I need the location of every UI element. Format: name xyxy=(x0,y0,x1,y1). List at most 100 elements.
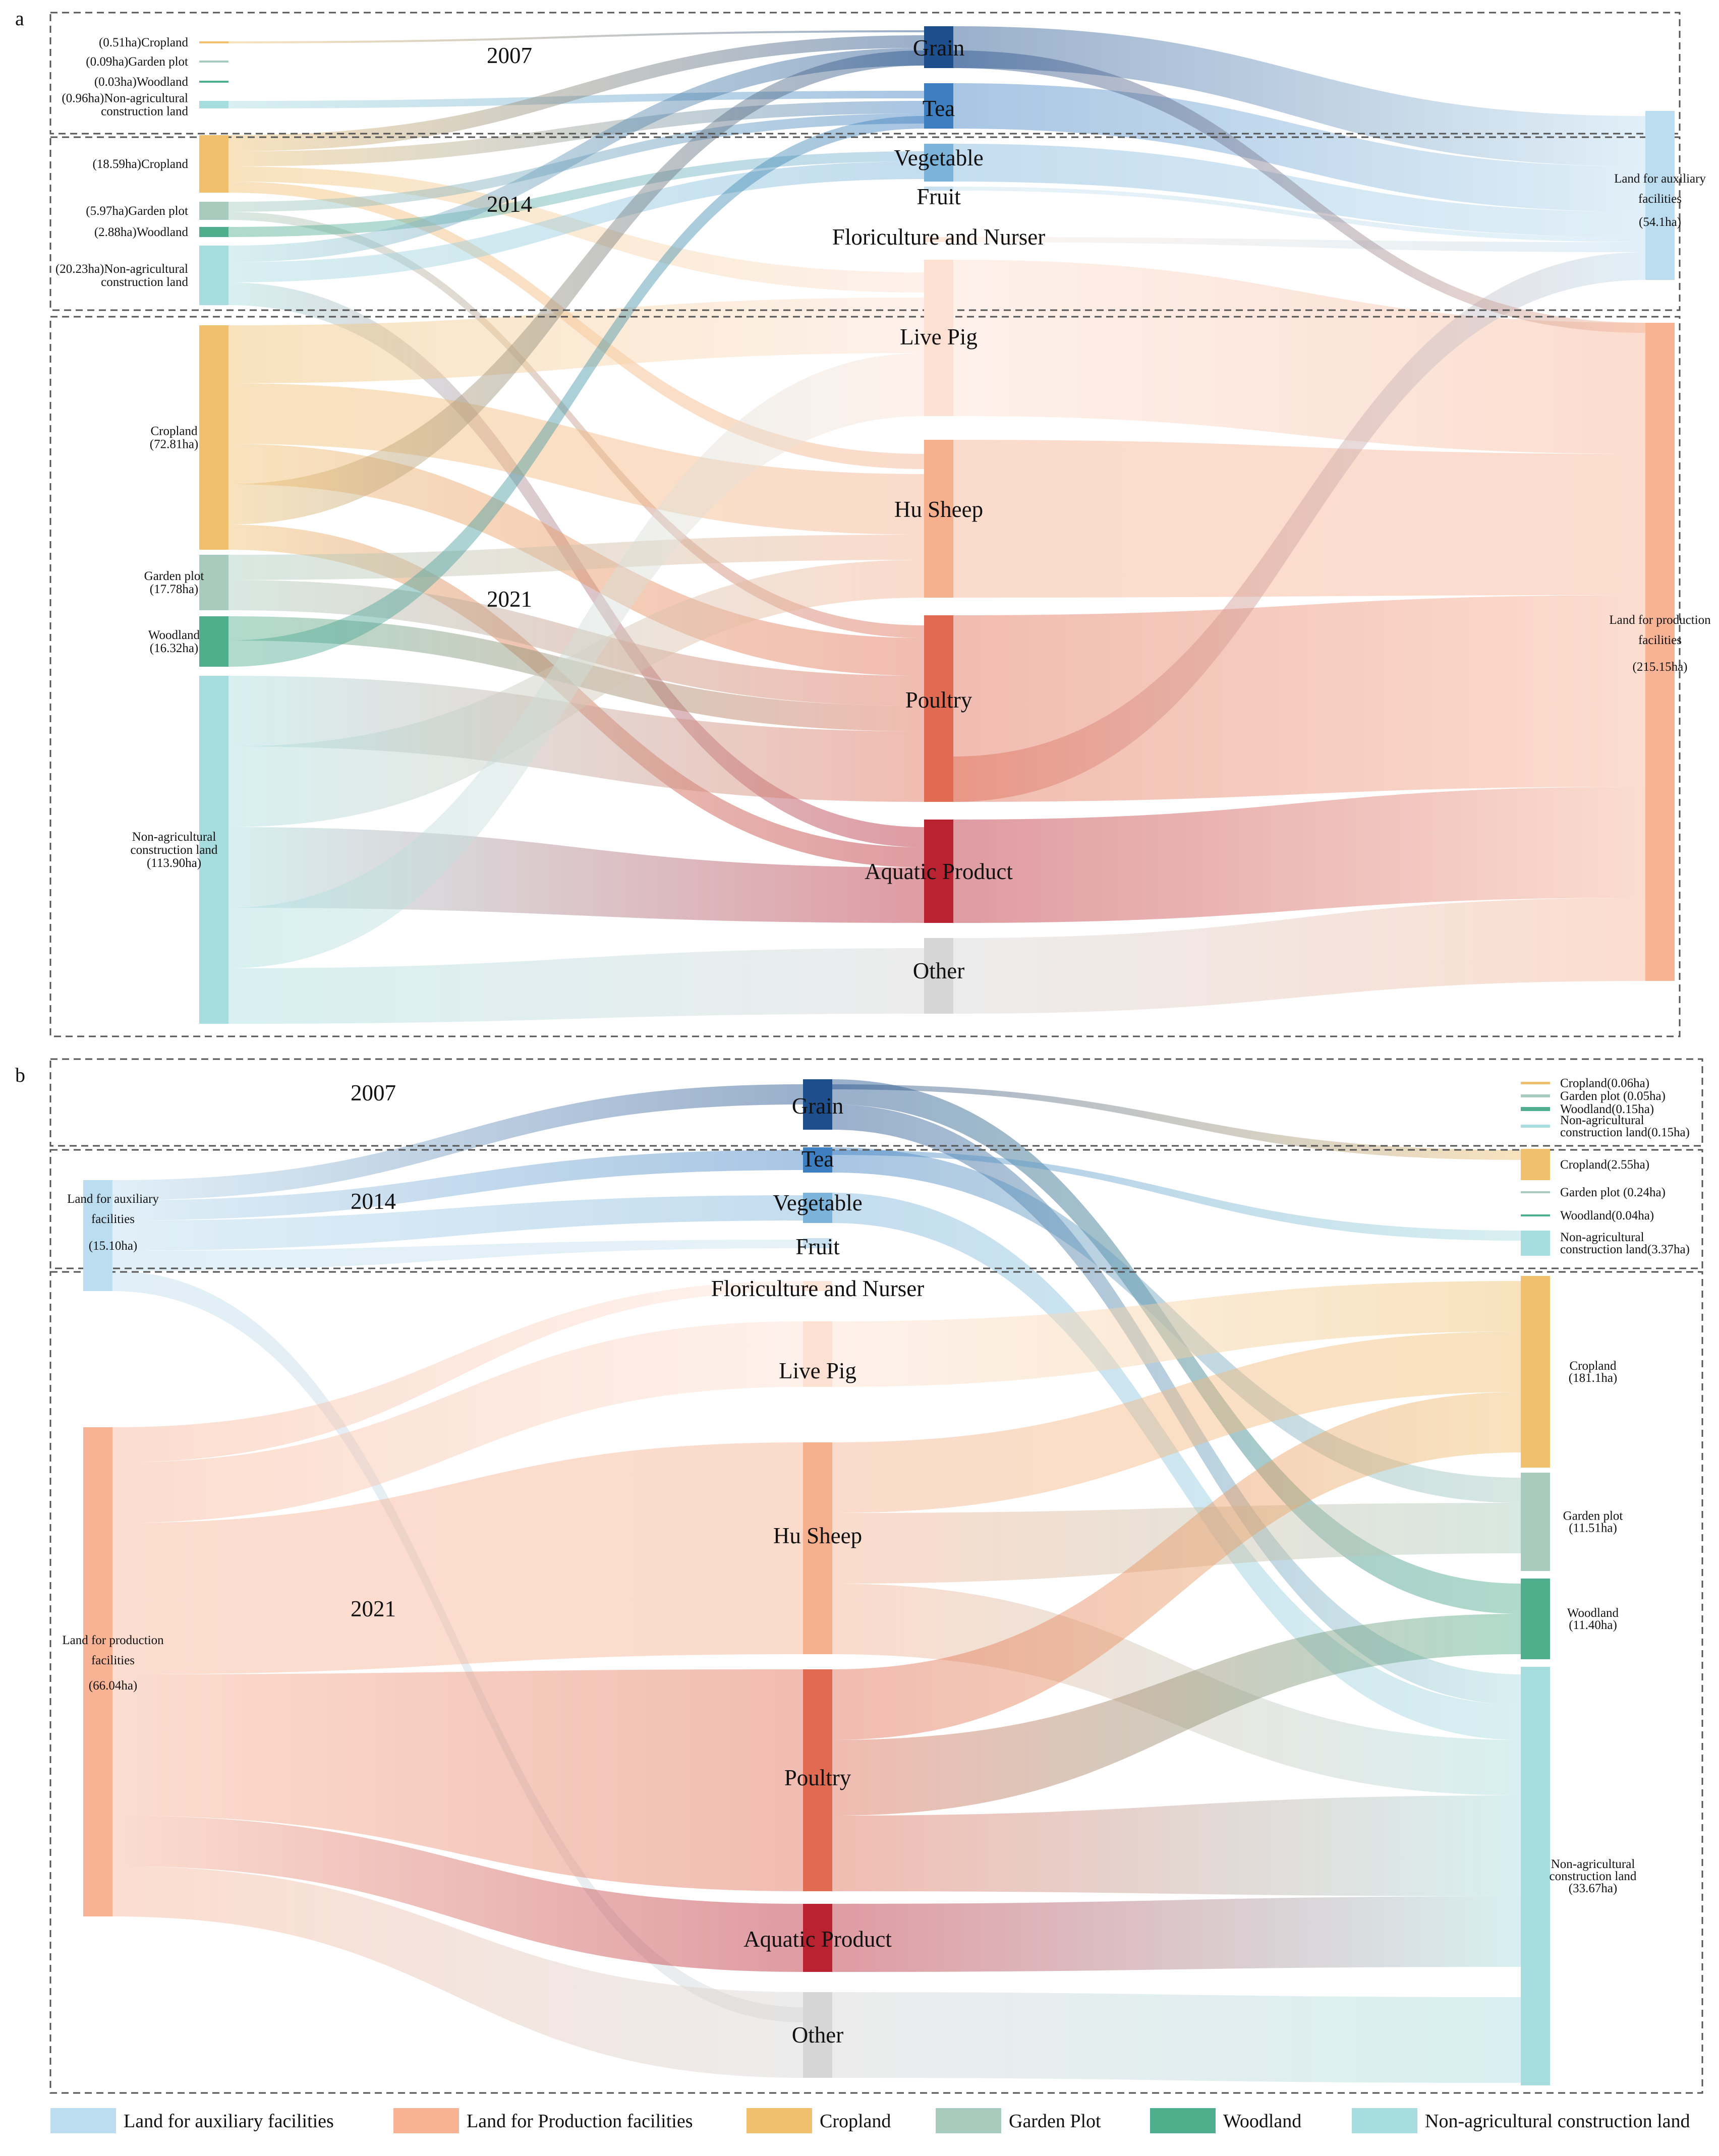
node-b-right-b14w xyxy=(1521,1214,1550,1216)
flow-b-right-4 xyxy=(832,1281,1521,1387)
label-a-right-aProd: Land for production facilities (215.15ha) xyxy=(1609,613,1711,674)
label-b-mid-aquatic-product: Aquatic Product xyxy=(743,1927,892,1952)
legend-label-nonag: Non-agricultural construction land xyxy=(1425,2111,1690,2132)
flow-b-left-6 xyxy=(112,1321,803,1523)
label-b-right-b21w: Woodland (11.40ha) xyxy=(1567,1606,1619,1632)
label-a-left-a21w-line: (16.32ha) xyxy=(150,642,199,655)
node-a-mid-other xyxy=(924,938,953,1014)
node-b-mid-grain xyxy=(803,1079,832,1130)
label-b-right-b07n: Non-agricultural construction land(0.15ha… xyxy=(1560,1114,1690,1139)
node-b-right-b07n xyxy=(1521,1125,1550,1128)
section-box-a-2007 xyxy=(49,12,1681,135)
node-b-right-b14c xyxy=(1521,1149,1550,1180)
flow-a-right-8 xyxy=(953,787,1645,923)
flow-b-right-9 xyxy=(832,1614,1521,1816)
label-b-mid-fruit: Fruit xyxy=(795,1234,840,1259)
flow-b-right-11 xyxy=(832,1896,1521,1972)
flow-a-left-22 xyxy=(228,560,924,827)
label-b-left-line: Land for auxiliary xyxy=(67,1192,159,1206)
node-a-mid-vegetable xyxy=(924,144,953,182)
label-b-right-line: Non-agricultural xyxy=(1560,1114,1644,1127)
year-label-b-2021: 2021 xyxy=(351,1596,396,1621)
node-b-left-bProd xyxy=(83,1427,112,1916)
legend-label-woodland: Woodland xyxy=(1223,2111,1301,2132)
node-b-right-b07c xyxy=(1521,1082,1550,1084)
label-b-right-b21w-line: Woodland xyxy=(1567,1606,1619,1620)
year-label-a-2014: 2014 xyxy=(487,192,532,217)
node-a-mid-floriculture-and-nurser xyxy=(924,237,953,242)
node-a-mid-fruit xyxy=(924,187,953,191)
label-b-right-b14w: Woodland(0.04ha) xyxy=(1560,1209,1654,1222)
legend-label-auxiliary: Land for auxiliary facilities xyxy=(124,2111,334,2132)
label-a-mid-fruit: Fruit xyxy=(916,184,961,209)
label-b-mid-poultry: Poultry xyxy=(784,1765,851,1790)
node-b-mid-live-pig xyxy=(803,1321,832,1387)
flow-a-left-24 xyxy=(228,353,924,968)
label-a-left-a21c-line: Cropland xyxy=(150,425,198,438)
node-b-mid-hu-sheep xyxy=(803,1442,832,1654)
node-a-left-a21c xyxy=(199,325,228,550)
flow-b-left-7 xyxy=(112,1442,803,1674)
flow-b-right-5 xyxy=(832,1331,1521,1513)
label-b-right-line: Woodland(0.04ha) xyxy=(1560,1209,1654,1222)
flow-a-right-4 xyxy=(953,237,1645,252)
node-b-mid-vegetable xyxy=(803,1193,832,1223)
label-b-right-line: Cropland(2.55ha) xyxy=(1560,1158,1649,1172)
node-a-mid-tea xyxy=(924,83,953,129)
flow-layer xyxy=(112,26,1645,2083)
label-a-left-a21n: Non-agricultural construction land (113.90… xyxy=(131,830,218,870)
flow-a-left-8 xyxy=(228,151,924,237)
legend-swatch-nonag xyxy=(1352,2108,1417,2133)
node-b-mid-tea xyxy=(803,1147,832,1173)
flow-a-left-13 xyxy=(228,383,924,535)
label-a-right-line: facilities xyxy=(1638,633,1682,647)
label-layer: a 2007 2014 2021 b 2007 2014 2021 (0.51ha)Cropla… xyxy=(15,7,1711,2048)
label-b-mid-floriculture-and-nurser: Floriculture and Nurser xyxy=(711,1276,924,1301)
flow-b-right-8 xyxy=(832,1392,1521,1740)
label-a-right-line: Land for production xyxy=(1609,613,1711,627)
flow-a-left-21 xyxy=(228,676,924,802)
node-a-left-a21g xyxy=(199,555,228,610)
label-b-right-b21n-line: Non-agricultural xyxy=(1551,1857,1635,1871)
label-a-left-a21w: Woodland (16.32ha) xyxy=(148,628,200,655)
flow-a-left-10 xyxy=(228,161,924,282)
label-a-left-a21c: Cropland (72.81ha) xyxy=(150,425,199,451)
label-a-left-a14c-line: (18.59ha)Cropland xyxy=(92,157,188,171)
node-a-left-a14c xyxy=(199,135,228,193)
node-a-mid-aquatic-product xyxy=(924,820,953,923)
label-a-left-a14n: (20.23ha)Non-agricultural construction la… xyxy=(55,262,189,289)
node-a-left-a14g xyxy=(199,202,228,220)
label-b-right-b21c-line: Cropland xyxy=(1569,1359,1617,1373)
flow-a-right-7 xyxy=(953,595,1645,802)
label-b-right-line: construction land(0.15ha) xyxy=(1560,1126,1690,1139)
legend-swatch-woodland xyxy=(1150,2108,1216,2133)
flow-a-right-0 xyxy=(953,26,1645,166)
flow-a-left-0 xyxy=(228,30,924,43)
section-box-b-2021 xyxy=(49,1271,1703,2094)
node-a-left-a07c xyxy=(199,41,228,43)
node-b-right-b21g xyxy=(1521,1473,1550,1571)
year-label-b-2014: 2014 xyxy=(351,1189,396,1214)
flow-a-left-12 xyxy=(228,298,924,383)
flow-a-right-11 xyxy=(953,50,1645,333)
node-a-left-a21n xyxy=(199,676,228,1024)
label-a-left-a21g: Garden plot (17.78ha) xyxy=(144,569,204,596)
flow-b-left-1 xyxy=(112,1150,803,1220)
flow-a-left-20 xyxy=(228,116,924,667)
label-a-left-a14w: (2.88ha)Woodland xyxy=(94,225,189,239)
node-b-right-b14n xyxy=(1521,1231,1550,1256)
label-a-mid-vegetable: Vegetable xyxy=(894,145,983,170)
flow-b-left-0 xyxy=(112,1084,803,1200)
label-b-left-bProd: Land for production facilities (66.04ha) xyxy=(62,1634,164,1693)
flow-b-left-10 xyxy=(112,1866,803,2078)
label-b-mid-live-pig: Live Pig xyxy=(779,1358,856,1383)
label-b-mid-grain: Grain xyxy=(792,1093,843,1119)
node-a-left-a07w xyxy=(199,81,228,83)
label-b-right-b21c-line: (181.1ha) xyxy=(1569,1371,1618,1385)
node-b-right-b21w xyxy=(1521,1579,1550,1659)
node-layer xyxy=(83,26,1675,2085)
node-b-mid-aquatic-product xyxy=(803,1904,832,1972)
flow-a-left-7 xyxy=(228,212,924,638)
panel-label-a: a xyxy=(15,7,24,30)
label-a-left-a14g: (5.97ha)Garden plot xyxy=(86,204,188,218)
